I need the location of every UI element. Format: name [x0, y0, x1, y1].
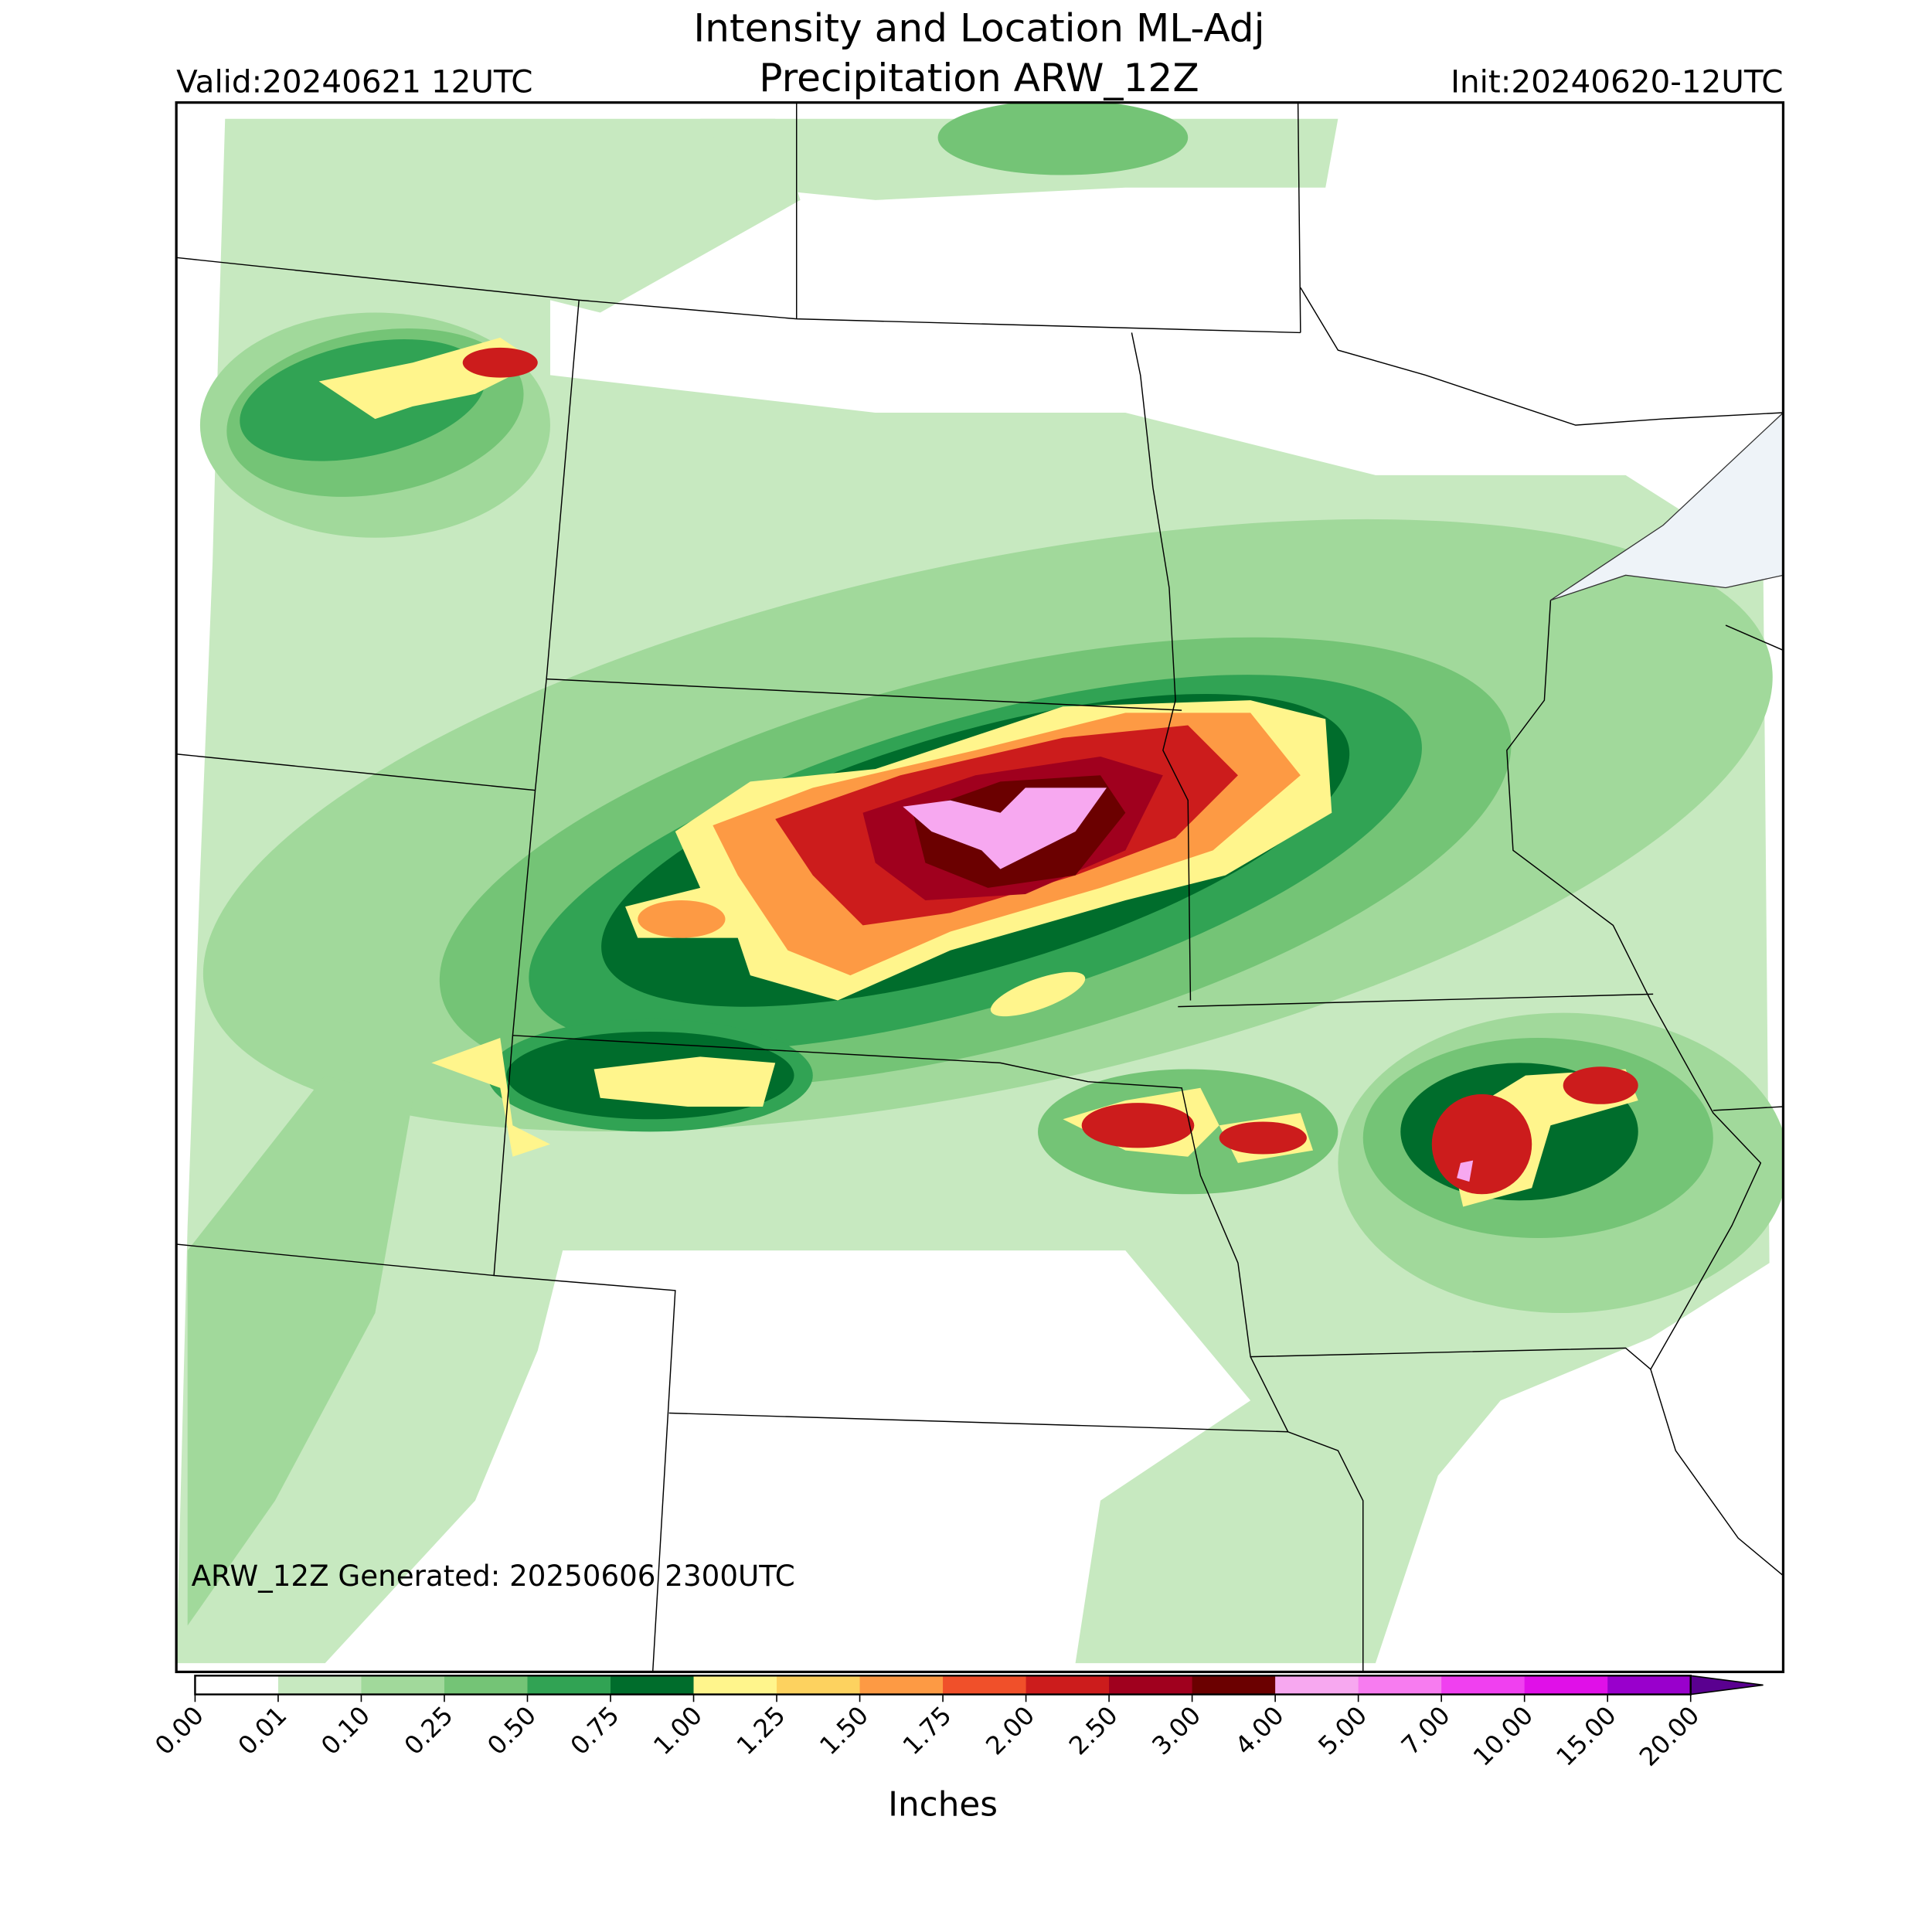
- valid-time: Valid:20240621 12UTC: [176, 63, 532, 100]
- precip-area: [937, 102, 1189, 175]
- precip-field: [176, 102, 1784, 1664]
- colorbar-tick-label: 0.50: [481, 1700, 542, 1760]
- colorbar-segment: [444, 1675, 528, 1695]
- colorbar-segment: [943, 1675, 1027, 1695]
- colorbar-segment: [611, 1675, 695, 1695]
- precip-area: [462, 347, 538, 378]
- precip-area: [1457, 1160, 1474, 1182]
- colorbar-tick-label: 0.10: [315, 1700, 376, 1760]
- colorbar-tick-label: 0.25: [399, 1700, 459, 1760]
- precip-area: [1219, 1121, 1307, 1155]
- colorbar-tick-label: 1.00: [648, 1700, 708, 1760]
- precip-area: [638, 900, 726, 938]
- colorbar-segment: [1275, 1675, 1359, 1695]
- colorbar-segment: [1192, 1675, 1276, 1695]
- colorbar-segment: [777, 1675, 861, 1695]
- colorbar-tick-label: 2.00: [980, 1700, 1040, 1760]
- precip-area: [990, 971, 1086, 1017]
- colorbar-extend: [1689, 1675, 1764, 1696]
- precip-area: [187, 1075, 413, 1626]
- colorbar-segment: [277, 1675, 362, 1695]
- colorbar-tick-label: 4.00: [1230, 1700, 1290, 1760]
- init-time: Init:20240620-12UTC: [1451, 63, 1783, 100]
- colorbar-tick-label: 10.00: [1468, 1700, 1539, 1771]
- colorbar-segment: [1441, 1675, 1526, 1695]
- colorbar-tick-label: 0.01: [233, 1700, 293, 1760]
- precip-area: [1081, 1103, 1195, 1148]
- colorbar-segment: [361, 1675, 445, 1695]
- colorbar-segment: [1607, 1675, 1692, 1695]
- title-line: Intensity and Location ML-Adj: [693, 5, 1264, 50]
- colorbar-segment: [1026, 1675, 1110, 1695]
- precip-area: [1563, 1066, 1638, 1104]
- generated-note: ARW_12Z Generated: 20250606 2300UTC: [192, 1559, 795, 1593]
- colorbar-segment: [1109, 1675, 1193, 1695]
- map: [176, 102, 1784, 1672]
- colorbar-tick-label: 7.00: [1396, 1700, 1456, 1760]
- colorbar: 0.00 0.01 0.10 0.25 0.50 0.75 1.00 1.25 1.50 1.75…: [149, 1675, 1764, 1772]
- colorbar-segment: [859, 1675, 944, 1695]
- colorbar-segment: [1358, 1675, 1442, 1695]
- colorbar-tick-label: 0.00: [149, 1700, 209, 1760]
- colorbar-label: Inches: [888, 1785, 998, 1825]
- precip-area: [431, 1038, 550, 1157]
- colorbar-segment: [527, 1675, 611, 1695]
- colorbar-tick-label: 1.25: [731, 1700, 791, 1760]
- map-frame: [175, 101, 1785, 1674]
- precip-area: [594, 1056, 776, 1107]
- colorbar-tick-label: 15.00: [1550, 1700, 1621, 1771]
- colorbar-segment: [195, 1675, 279, 1695]
- state-borders: [176, 102, 1784, 1672]
- colorbar-tick-label: 1.50: [814, 1700, 874, 1760]
- colorbar-tick-label: 2.50: [1063, 1700, 1124, 1760]
- precip-area: [903, 787, 1107, 869]
- colorbar-tick-label: 5.00: [1312, 1700, 1372, 1760]
- title-line: Precipitation ARW_12Z: [759, 55, 1199, 100]
- colorbar-tick-label: 20.00: [1634, 1700, 1705, 1771]
- colorbar-segment: [1524, 1675, 1608, 1695]
- precip-area: [1431, 1094, 1532, 1195]
- colorbar-tick-label: 0.75: [565, 1700, 625, 1760]
- colorbar-tick-label: 1.75: [897, 1700, 957, 1760]
- colorbar-segment: [693, 1675, 777, 1695]
- colorbar-tick-label: 3.00: [1146, 1700, 1206, 1760]
